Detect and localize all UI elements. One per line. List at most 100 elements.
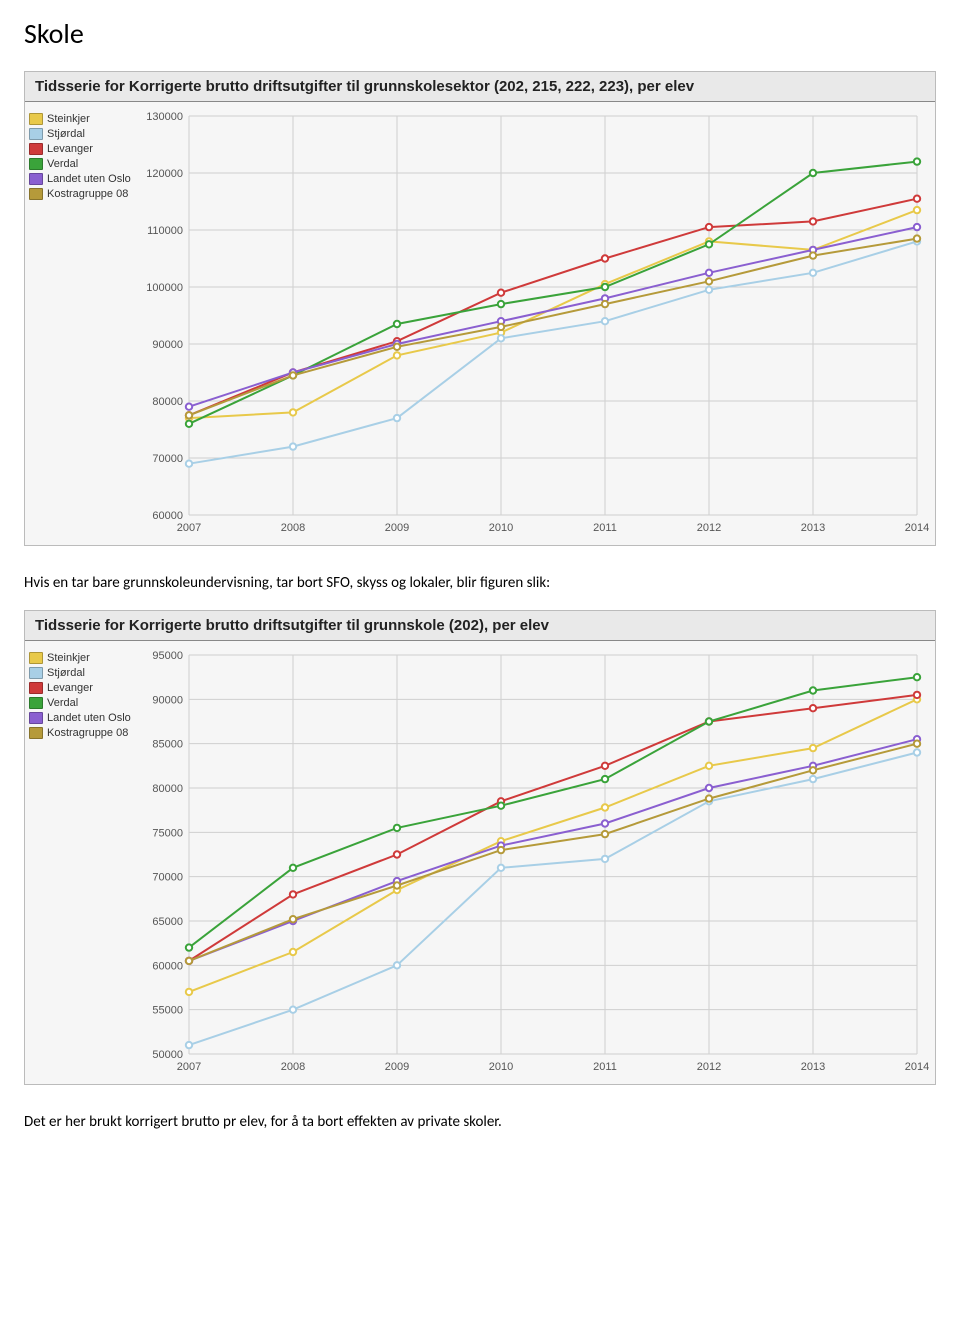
body-text-2: Det er her brukt korrigert brutto pr ele…	[24, 1113, 936, 1131]
svg-text:2014: 2014	[905, 1061, 929, 1073]
legend-swatch	[29, 158, 43, 170]
series-line	[189, 227, 917, 407]
series-marker	[498, 803, 504, 809]
series-marker	[290, 409, 296, 415]
svg-text:50000: 50000	[152, 1049, 183, 1061]
chart-2-title: Tidsserie for Korrigerte brutto driftsut…	[25, 611, 935, 641]
series-marker	[602, 284, 608, 290]
series-marker	[186, 421, 192, 427]
series-marker	[810, 270, 816, 276]
legend-item: Verdal	[29, 157, 139, 171]
legend-swatch	[29, 188, 43, 200]
series-marker	[290, 443, 296, 449]
series-marker	[394, 825, 400, 831]
series-marker	[706, 270, 712, 276]
svg-text:80000: 80000	[152, 396, 183, 408]
series-marker	[602, 763, 608, 769]
legend-swatch	[29, 652, 43, 664]
legend-label: Stjørdal	[47, 666, 85, 680]
series-marker	[914, 158, 920, 164]
svg-text:85000: 85000	[152, 739, 183, 751]
svg-text:2012: 2012	[697, 1061, 721, 1073]
series-marker	[914, 196, 920, 202]
svg-text:70000: 70000	[152, 872, 183, 884]
legend-swatch	[29, 113, 43, 125]
legend-label: Steinkjer	[47, 112, 90, 126]
svg-text:130000: 130000	[146, 111, 183, 123]
series-line	[189, 753, 917, 1046]
series-marker	[186, 1042, 192, 1048]
series-marker	[914, 674, 920, 680]
legend-swatch	[29, 143, 43, 155]
series-marker	[810, 687, 816, 693]
series-marker	[394, 415, 400, 421]
chart-2-body: SteinkjerStjørdalLevangerVerdalLandet ut…	[25, 641, 935, 1084]
series-line	[189, 239, 917, 416]
series-marker	[498, 865, 504, 871]
series-marker	[914, 207, 920, 213]
series-marker	[290, 372, 296, 378]
series-marker	[706, 287, 712, 293]
series-marker	[602, 831, 608, 837]
svg-text:100000: 100000	[146, 282, 183, 294]
series-line	[189, 199, 917, 416]
legend-label: Levanger	[47, 142, 93, 156]
legend-label: Levanger	[47, 681, 93, 695]
svg-text:2010: 2010	[489, 522, 513, 534]
series-marker	[186, 404, 192, 410]
series-marker	[498, 324, 504, 330]
series-marker	[810, 745, 816, 751]
legend-item: Stjørdal	[29, 666, 139, 680]
series-marker	[810, 170, 816, 176]
series-marker	[706, 795, 712, 801]
series-marker	[186, 944, 192, 950]
series-marker	[602, 820, 608, 826]
svg-text:2007: 2007	[177, 1061, 201, 1073]
chart-2-legend: SteinkjerStjørdalLevangerVerdalLandet ut…	[29, 645, 139, 1080]
series-marker	[602, 804, 608, 810]
svg-text:2008: 2008	[281, 1061, 305, 1073]
series-marker	[706, 241, 712, 247]
legend-label: Landet uten Oslo	[47, 711, 131, 725]
series-line	[189, 677, 917, 947]
chart-2: Tidsserie for Korrigerte brutto driftsut…	[24, 610, 936, 1085]
series-marker	[706, 763, 712, 769]
legend-item: Landet uten Oslo	[29, 711, 139, 725]
series-marker	[186, 461, 192, 467]
legend-item: Stjørdal	[29, 127, 139, 141]
page-title: Skole	[24, 16, 936, 51]
series-marker	[810, 252, 816, 258]
series-marker	[498, 847, 504, 853]
svg-text:2009: 2009	[385, 522, 409, 534]
series-marker	[602, 776, 608, 782]
legend-label: Kostragruppe 08	[47, 187, 128, 201]
series-marker	[914, 692, 920, 698]
series-marker	[602, 318, 608, 324]
legend-label: Verdal	[47, 696, 78, 710]
svg-text:2012: 2012	[697, 522, 721, 534]
svg-text:60000: 60000	[152, 510, 183, 522]
svg-text:65000: 65000	[152, 916, 183, 928]
legend-item: Levanger	[29, 142, 139, 156]
series-marker	[186, 989, 192, 995]
series-marker	[602, 856, 608, 862]
legend-label: Kostragruppe 08	[47, 726, 128, 740]
svg-text:60000: 60000	[152, 960, 183, 972]
chart-1-title: Tidsserie for Korrigerte brutto driftsut…	[25, 72, 935, 102]
series-marker	[394, 882, 400, 888]
series-marker	[914, 224, 920, 230]
series-marker	[290, 949, 296, 955]
svg-text:80000: 80000	[152, 783, 183, 795]
legend-swatch	[29, 712, 43, 724]
legend-swatch	[29, 173, 43, 185]
chart-1-legend: SteinkjerStjørdalLevangerVerdalLandet ut…	[29, 106, 139, 541]
legend-swatch	[29, 682, 43, 694]
svg-text:55000: 55000	[152, 1005, 183, 1017]
svg-text:2013: 2013	[801, 1061, 825, 1073]
series-marker	[602, 255, 608, 261]
legend-item: Landet uten Oslo	[29, 172, 139, 186]
series-marker	[706, 278, 712, 284]
svg-text:2009: 2009	[385, 1061, 409, 1073]
series-line	[189, 162, 917, 424]
legend-item: Steinkjer	[29, 112, 139, 126]
